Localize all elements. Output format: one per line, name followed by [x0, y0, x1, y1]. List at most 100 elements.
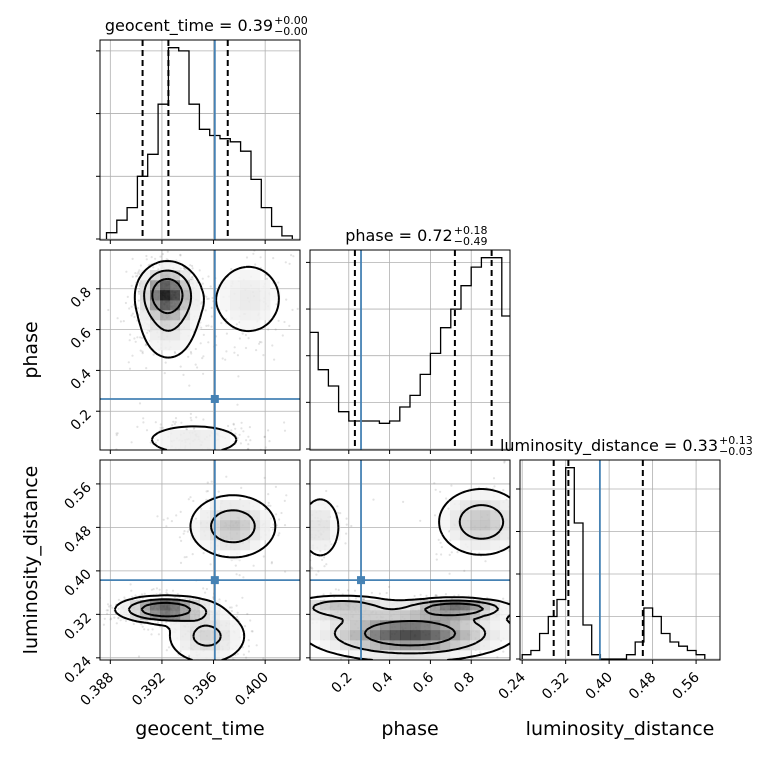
x-tick-label-geocent_time: 0.396	[181, 669, 221, 709]
sample-point	[130, 284, 133, 287]
y-axis-label-phase: phase	[20, 321, 42, 378]
density-cell	[480, 520, 491, 531]
sample-point	[228, 664, 230, 666]
sample-point	[571, 661, 573, 663]
sample-point	[243, 625, 247, 628]
sample-point	[196, 366, 199, 369]
density-cell	[360, 640, 371, 651]
sample-point	[175, 514, 178, 517]
sample-point	[176, 676, 178, 678]
sample-point	[238, 433, 241, 436]
density-cell	[150, 330, 161, 341]
density-cell	[410, 630, 421, 641]
density-cell	[460, 540, 471, 551]
density-cell	[150, 310, 161, 321]
sample-point	[190, 598, 193, 601]
sample-point	[307, 608, 309, 610]
density-cell	[490, 630, 501, 641]
sample-point	[325, 563, 328, 566]
sample-point	[179, 365, 182, 368]
x-tick-label-luminosity_distance: 0.56	[670, 669, 703, 702]
sample-point	[517, 542, 519, 544]
sample-point	[117, 616, 120, 619]
sample-point	[155, 587, 158, 590]
sample-point	[515, 630, 517, 632]
sample-point	[165, 258, 168, 261]
sample-point	[241, 646, 244, 649]
sample-point	[303, 510, 305, 512]
sample-point	[206, 481, 209, 484]
x-axis-label-phase: phase	[381, 718, 438, 740]
sample-point	[201, 277, 204, 280]
sample-point	[306, 604, 308, 606]
x-axis-label-luminosity_distance: luminosity_distance	[526, 718, 715, 740]
sample-point	[297, 554, 299, 556]
density-cell	[160, 330, 171, 341]
sample-point	[515, 597, 517, 599]
density-cell	[460, 490, 471, 501]
density-cell	[220, 540, 231, 551]
sample-point	[292, 611, 294, 613]
density-cell	[400, 630, 411, 641]
x-tick-label-luminosity_distance: 0.48	[626, 670, 659, 703]
density-cell	[450, 500, 461, 511]
sample-point	[189, 671, 191, 673]
sample-point	[151, 628, 154, 631]
sample-point	[205, 295, 208, 298]
density-cell	[310, 610, 321, 621]
sample-point	[188, 597, 191, 600]
sample-point	[159, 423, 162, 426]
sample-point	[305, 503, 307, 505]
sample-point	[270, 610, 272, 612]
density-cell	[220, 440, 231, 450]
sample-point	[183, 267, 186, 270]
sample-point	[100, 452, 102, 454]
sample-point	[181, 245, 183, 247]
sample-point	[210, 306, 213, 309]
sample-point	[258, 340, 261, 344]
sample-point	[241, 596, 244, 599]
sample-point	[543, 543, 545, 545]
density-cell	[170, 320, 181, 331]
sample-point	[103, 617, 106, 620]
sample-point	[209, 285, 212, 288]
sample-point	[107, 308, 110, 312]
sample-point	[179, 510, 182, 513]
axes-frame	[99, 459, 301, 661]
density-cell	[470, 620, 481, 631]
sample-point	[236, 611, 239, 614]
sample-point	[569, 665, 571, 667]
sample-point	[514, 598, 516, 600]
sample-point	[245, 635, 247, 637]
sample-point	[165, 455, 167, 457]
density-cell	[200, 630, 211, 641]
sample-point	[239, 442, 242, 445]
sample-point	[320, 663, 322, 665]
sample-point	[191, 553, 194, 556]
sample-point	[399, 675, 401, 677]
sample-point	[187, 355, 190, 358]
sample-point	[133, 337, 136, 340]
density-cell	[370, 640, 381, 651]
sample-point	[165, 525, 168, 528]
sample-point	[224, 358, 227, 361]
density-cell	[410, 650, 421, 660]
title-geocent_time: geocent_time = 0.39 +0.00−0.00	[105, 14, 308, 38]
sample-point	[263, 435, 266, 438]
sample-point	[259, 256, 262, 259]
sample-point	[276, 610, 278, 612]
sample-point	[288, 584, 290, 586]
sample-point	[165, 649, 168, 652]
density-cell	[430, 640, 441, 651]
sample-point	[155, 464, 157, 466]
sample-point	[274, 485, 277, 488]
density-cell	[500, 520, 510, 531]
sample-point	[235, 615, 239, 619]
sample-point	[372, 498, 375, 501]
sample-point	[179, 661, 181, 663]
sample-point	[150, 633, 153, 636]
sample-point	[260, 341, 263, 344]
sample-point	[244, 333, 247, 337]
density-cell	[480, 600, 491, 611]
sample-point	[270, 561, 273, 564]
